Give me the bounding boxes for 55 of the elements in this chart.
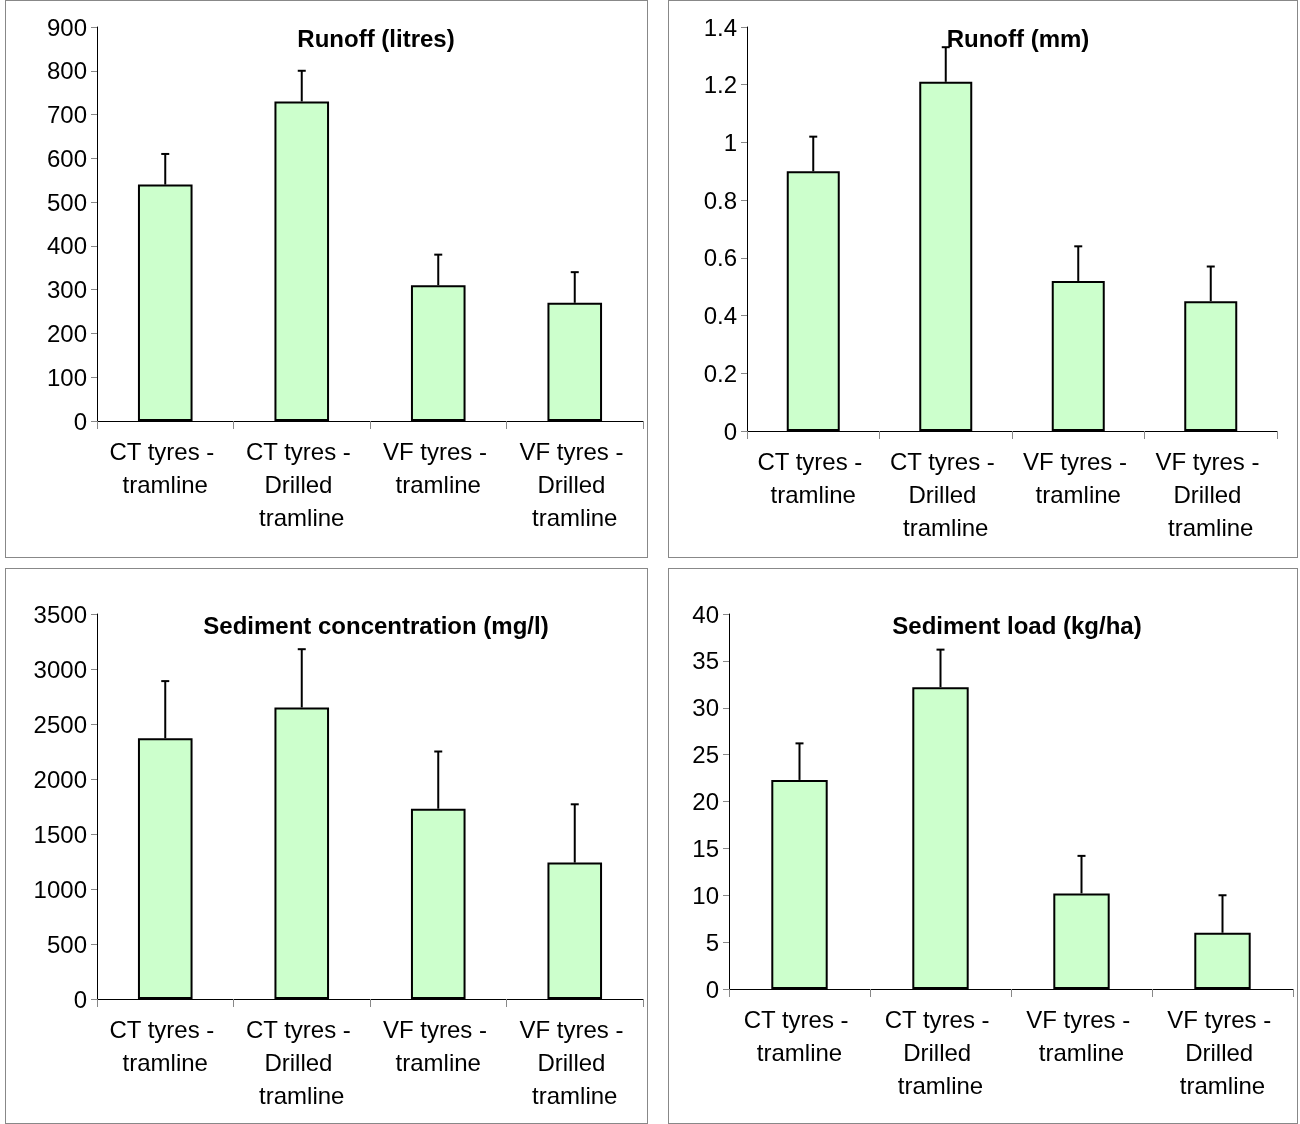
y-tick-label: 2000 [33,765,87,793]
y-tick-label: 35 [692,647,719,675]
chart-title: Sediment load (kg/ha) [892,611,1142,639]
y-tick-label: 30 [692,694,719,722]
x-tick-label: VF tyres - tramline [1022,448,1134,508]
y-tick-label: 0 [73,985,87,1013]
y-tick-label: 0 [73,407,87,435]
y-tick-label: 500 [46,930,87,958]
y-tick-label: 300 [46,276,87,304]
y-tick-label: 600 [46,144,87,172]
x-tick-label: CT tyres - Drilled tramline [884,1006,997,1099]
y-tick-label: 500 [46,188,87,216]
y-tick-label: 900 [46,13,87,41]
x-tick-label: CT tyres - Drilled tramline [245,1016,358,1109]
x-tick-label: CT tyres - tramline [109,1016,222,1076]
y-tick-label: 1 [723,128,737,156]
x-tick-label: CT tyres - Drilled tramline [245,438,358,531]
y-tick-label: 0.4 [703,302,737,330]
x-tick-label: CT tyres - tramline [109,438,222,498]
x-tick-label: VF tyres - tramline [382,1016,494,1076]
y-tick-label: 3000 [33,655,87,683]
x-tick-label: VF tyres - tramline [1026,1006,1137,1066]
y-tick-label: 100 [46,363,87,391]
x-tick-label: CT tyres - tramline [757,448,870,508]
y-tick-label: 800 [46,57,87,85]
y-tick-label: 5 [705,928,719,956]
y-tick-label: 15 [692,834,719,862]
y-tick-label: 25 [692,741,719,769]
y-tick-label: 0 [723,417,737,445]
y-tick-label: 400 [46,232,87,260]
y-tick-label: 1.2 [703,71,737,99]
x-tick-label: CT tyres - tramline [743,1006,856,1066]
y-tick-label: 0.6 [703,244,737,272]
x-tick-label: VF tyres - tramline [382,438,494,498]
y-tick-label: 700 [46,101,87,129]
y-tick-label: 200 [46,319,87,347]
y-tick-label: 3500 [33,600,87,628]
x-tick-label: VF tyres - Drilled tramline [1167,1006,1278,1099]
y-tick-label: 1500 [33,820,87,848]
chart-title: Runoff (mm) [946,24,1090,52]
y-tick-label: 0.8 [703,186,737,214]
y-tick-label: 0 [705,975,719,1003]
chart-title: Sediment concentration (mg/l) [203,611,549,639]
x-tick-label: VF tyres - Drilled tramline [519,438,631,531]
x-tick-label: VF tyres - Drilled tramline [519,1016,631,1109]
x-tick-label: CT tyres - Drilled tramline [889,448,1002,541]
y-tick-label: 2500 [33,710,87,738]
y-tick-label: 10 [692,881,719,909]
y-tick-label: 1000 [33,875,87,903]
chart-title: Runoff (litres) [297,24,455,52]
y-tick-label: 1.4 [703,13,737,41]
y-tick-label: 0.2 [703,359,737,387]
y-tick-label: 40 [692,600,719,628]
x-tick-label: VF tyres - Drilled tramline [1155,448,1267,541]
y-tick-label: 20 [692,788,719,815]
